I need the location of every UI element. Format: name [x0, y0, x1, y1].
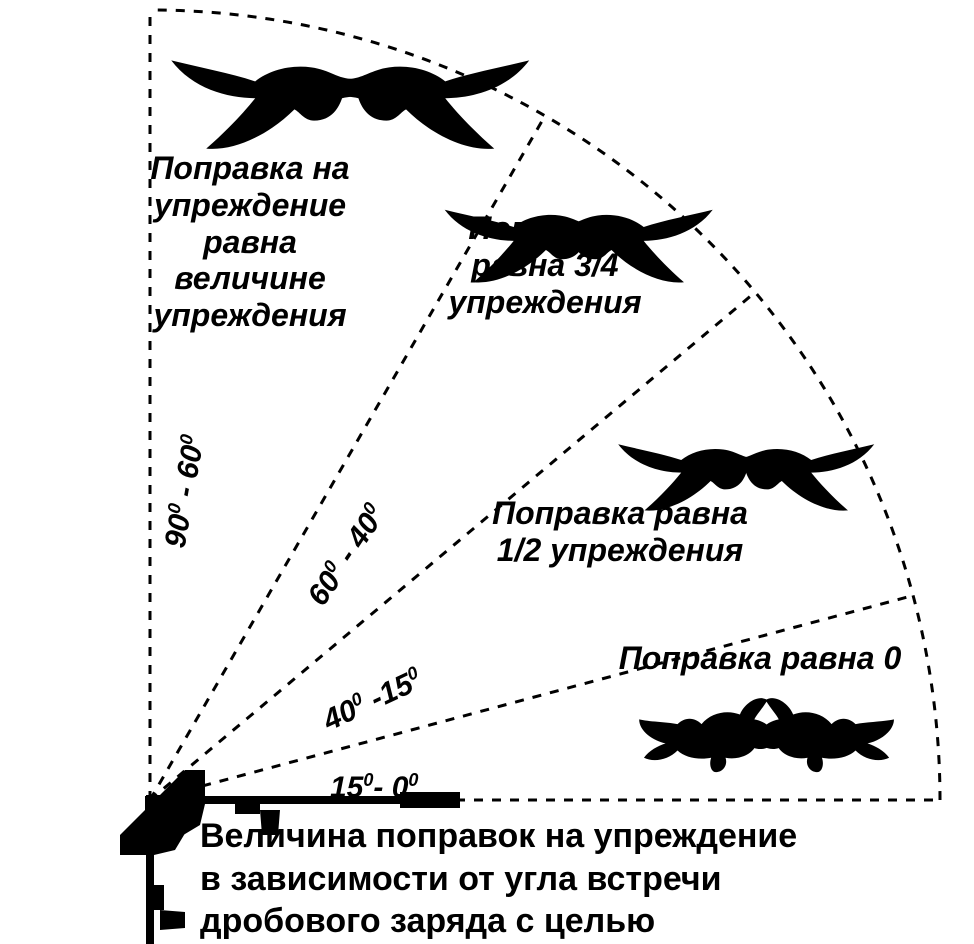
- zone-text-2: Поправкаравна 3/4упреждения: [420, 210, 670, 320]
- zone-text-1: Поправка наупреждениеравнавеличинеупрежд…: [100, 150, 400, 334]
- diagram-svg: [0, 0, 974, 944]
- rifle-icon: [142, 770, 205, 944]
- diagram-stage: Поправка наупреждениеравнавеличинеупрежд…: [0, 0, 974, 944]
- birds-zone1: [171, 60, 529, 149]
- caption-text: Величина поправок на упреждениев зависим…: [200, 815, 960, 943]
- zone-text-4: Поправка равна 0: [580, 640, 940, 677]
- zone-text-3: Поправка равна1/2 упреждения: [450, 495, 790, 569]
- ray-15: [150, 596, 913, 800]
- rabbits-zone4: [639, 698, 894, 772]
- zone-range-4: 150- 00: [330, 770, 418, 805]
